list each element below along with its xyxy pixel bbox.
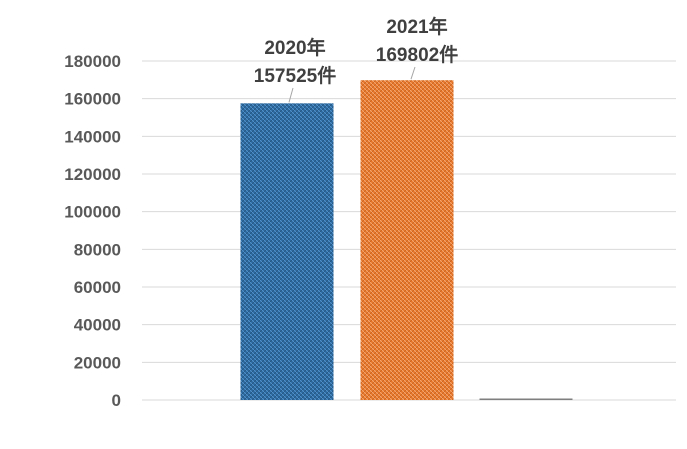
y-tick-label: 120000 [64,165,121,184]
y-tick-label: 40000 [74,316,121,335]
y-tick-label: 160000 [64,90,121,109]
bar-3 [479,398,573,400]
bar-2 [360,80,454,400]
leader-line [410,66,416,80]
data-label-year: 2020年 [264,36,325,59]
y-tick-label: 100000 [64,203,121,222]
bar-1 [240,103,334,401]
y-tick-label: 140000 [64,127,121,146]
data-labels: 2020年 157525件 2021年 169802件 [254,15,458,103]
data-label-count: 157525件 [254,64,336,87]
data-label-count: 169802件 [376,43,458,66]
y-tick-label: 0 [112,391,121,410]
y-tick-label: 60000 [74,278,121,297]
data-label-year: 2021年 [386,15,447,38]
y-axis: 0 20000 40000 60000 80000 100000 120000 140000 1… [64,52,121,410]
y-tick-label: 80000 [74,240,121,259]
leader-line [288,87,294,103]
y-tick-label: 20000 [74,353,121,372]
y-tick-label: 180000 [64,52,121,71]
bars [240,80,573,401]
